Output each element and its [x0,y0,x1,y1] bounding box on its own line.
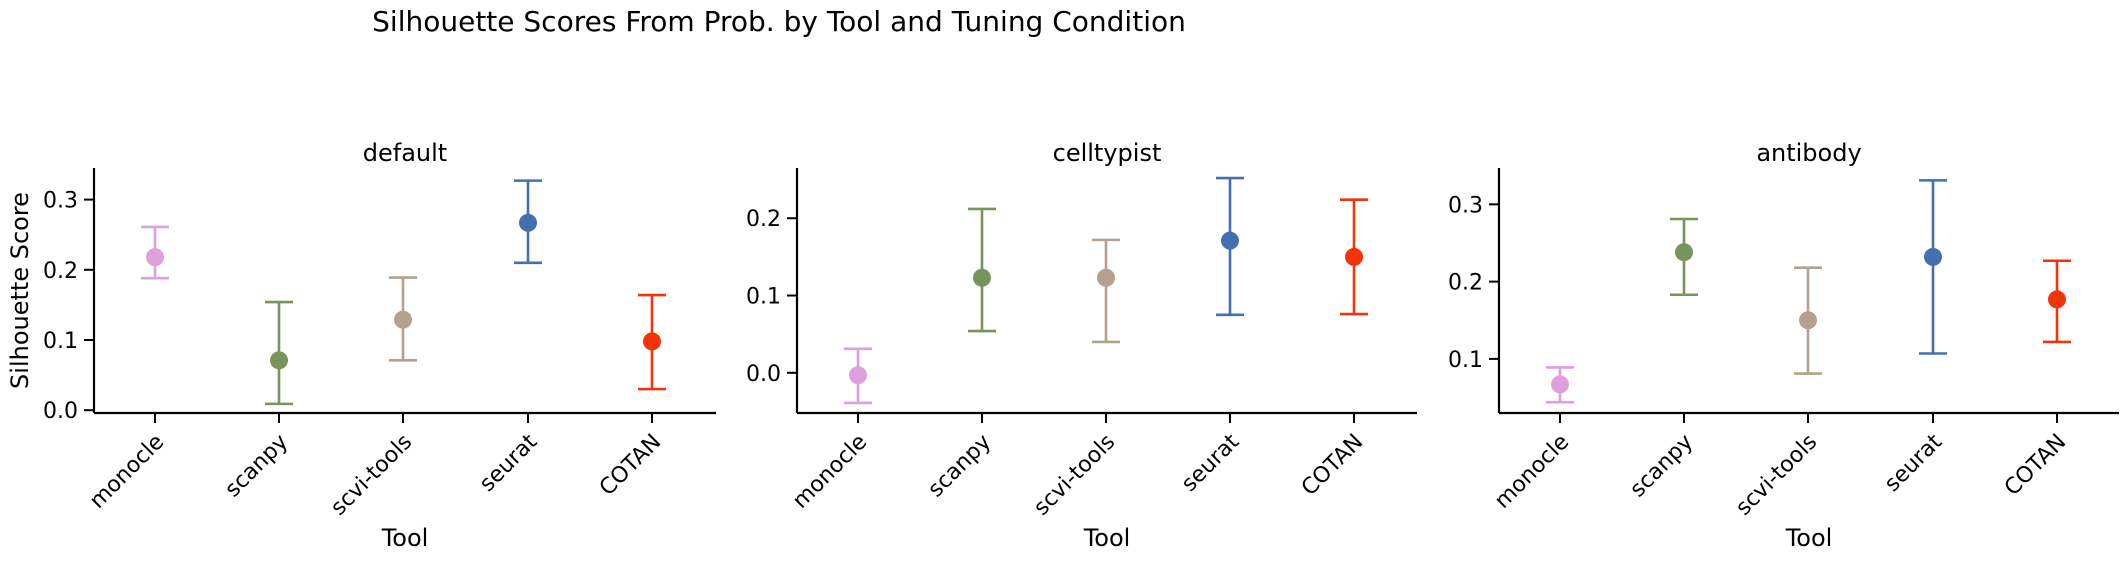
y-tick-label: 0.1 [746,285,781,310]
y-tick-label: 0.2 [1448,271,1483,296]
x-tick-label-scvi-tools: scvi-tools [1731,430,1822,521]
point-seurat [519,213,537,232]
x-axis-label: Tool [381,524,429,552]
y-axis-label: Silhouette Score [6,192,34,389]
x-tick-label-scanpy: scanpy [1625,430,1698,503]
x-tick-label-COTAN: COTAN [595,430,666,501]
point-monocle [146,248,164,267]
point-seurat [1221,231,1239,250]
panel-title: celltypist [1053,139,1162,167]
point-seurat [1924,247,1942,266]
x-tick-label-scanpy: scanpy [220,430,293,503]
panel-title: default [363,139,447,167]
x-tick-label-monocle: monocle [1490,430,1574,514]
y-tick-label: 0.1 [1448,348,1483,373]
x-axis-label: Tool [1785,524,1833,552]
x-tick-label-seurat: seurat [1177,429,1245,497]
y-tick-label: 0.1 [43,329,78,354]
point-COTAN [643,332,661,351]
x-tick-label-monocle: monocle [85,430,169,514]
y-tick-label: 0.0 [43,399,78,424]
y-tick-label: 0.0 [746,362,781,387]
point-monocle [1551,375,1569,394]
y-tick-label: 0.3 [1448,193,1483,218]
x-tick-label-scanpy: scanpy [923,430,996,503]
panel-antibody: antibody 0.1 0.2 0.3 monocle scanpy scvi-tools… [1448,139,2119,552]
panel-celltypist: celltypist 0.0 0.1 0.2 monocle scanpy scvi-too… [746,139,1417,552]
point-scvi-tools [394,310,412,329]
point-monocle [849,366,867,385]
x-tick-label-scvi-tools: scvi-tools [326,430,417,521]
point-scvi-tools [1097,268,1115,287]
panel-default: default 0.0 0.1 0.2 0.3 monocle scanpy scvi-too… [6,139,716,552]
point-scanpy [270,351,288,370]
x-tick-label-seurat: seurat [475,429,543,497]
x-tick-label-COTAN: COTAN [2000,430,2071,501]
point-COTAN [1345,247,1363,266]
y-tick-label: 0.3 [43,189,78,214]
point-scanpy [973,268,991,287]
figure-title: Silhouette Scores From Prob. by Tool and… [372,5,1186,38]
panel-title: antibody [1756,139,1861,167]
x-tick-label-scvi-tools: scvi-tools [1029,430,1120,521]
point-COTAN [2048,290,2066,309]
panels: default 0.0 0.1 0.2 0.3 monocle scanpy scvi-too… [6,139,2119,552]
y-tick-label: 0.2 [43,259,78,284]
x-tick-label-seurat: seurat [1880,429,1948,497]
x-axis-label: Tool [1083,524,1131,552]
x-tick-label-monocle: monocle [788,430,872,514]
y-tick-label: 0.2 [746,207,781,232]
point-scanpy [1675,243,1693,262]
point-scvi-tools [1799,311,1817,330]
x-tick-label-COTAN: COTAN [1297,430,1368,501]
